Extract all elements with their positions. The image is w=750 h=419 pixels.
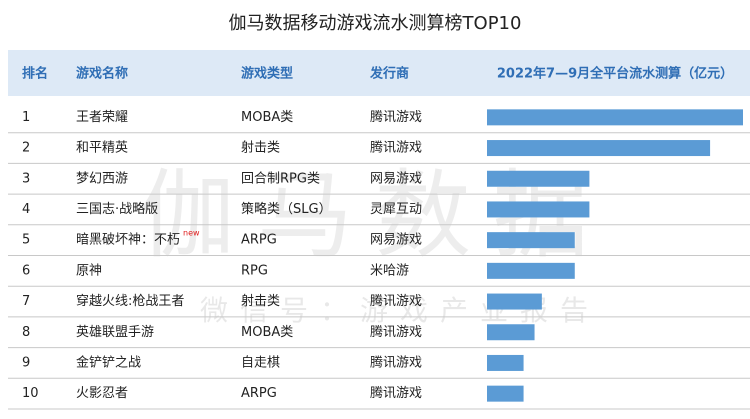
publisher: 米哈游 bbox=[370, 263, 409, 278]
header-cell: 排名 bbox=[22, 66, 48, 82]
genre: 射击类 bbox=[241, 293, 280, 309]
rank: 4 bbox=[22, 202, 30, 217]
genre: MOBA类 bbox=[241, 325, 293, 340]
game-name: 原神 bbox=[76, 263, 102, 278]
game-name: 火影忍者 bbox=[76, 386, 128, 401]
genre: RPG bbox=[241, 263, 268, 278]
publisher: 腾讯游戏 bbox=[370, 354, 422, 370]
bar bbox=[487, 354, 524, 371]
rank: 3 bbox=[22, 171, 30, 186]
bar bbox=[487, 262, 575, 279]
bar bbox=[487, 232, 575, 249]
chart-title: 伽马数据移动游戏流水测算榜TOP10 bbox=[229, 13, 522, 34]
game-name: 王者荣耀 bbox=[76, 110, 128, 125]
publisher: 腾讯游戏 bbox=[370, 385, 422, 401]
header-cell: 游戏名称 bbox=[76, 66, 128, 82]
genre: ARPG bbox=[241, 233, 277, 248]
bar bbox=[487, 324, 535, 341]
rank: 6 bbox=[22, 263, 30, 278]
bar bbox=[487, 170, 590, 187]
genre: 策略类（SLG） bbox=[241, 201, 332, 217]
publisher: 腾讯游戏 bbox=[370, 109, 422, 125]
rank: 8 bbox=[22, 325, 30, 340]
genre: 自走棋 bbox=[241, 355, 280, 370]
publisher: 网易游戏 bbox=[370, 233, 422, 248]
rank: 5 bbox=[22, 233, 30, 248]
rank: 9 bbox=[22, 355, 30, 370]
genre: 回合制RPG类 bbox=[241, 171, 320, 186]
bar bbox=[487, 385, 524, 402]
game-name: 金铲铲之战 bbox=[76, 354, 141, 370]
new-badge: new bbox=[183, 229, 200, 238]
header-cell: 游戏类型 bbox=[241, 66, 293, 82]
publisher: 腾讯游戏 bbox=[370, 293, 422, 309]
publisher: 腾讯游戏 bbox=[370, 324, 422, 340]
rank: 10 bbox=[22, 386, 39, 401]
header-background bbox=[8, 50, 750, 96]
rank: 7 bbox=[22, 294, 30, 309]
publisher: 网易游戏 bbox=[370, 171, 422, 186]
genre: ARPG bbox=[241, 386, 277, 401]
bar bbox=[487, 293, 542, 310]
bar bbox=[487, 109, 743, 126]
publisher: 灵犀互动 bbox=[370, 202, 422, 217]
rank: 1 bbox=[22, 110, 30, 125]
game-name: 梦幻西游 bbox=[76, 171, 128, 186]
genre: 射击类 bbox=[241, 140, 280, 156]
game-name: 和平精英 bbox=[76, 141, 128, 156]
header-cell: 发行商 bbox=[369, 66, 409, 82]
game-name: 穿越火线:枪战王者 bbox=[76, 293, 184, 309]
bar bbox=[487, 140, 711, 157]
genre: MOBA类 bbox=[241, 110, 293, 125]
game-name: 英雄联盟手游 bbox=[76, 325, 154, 340]
bar bbox=[487, 201, 590, 218]
game-name: 三国志·战略版 bbox=[76, 201, 158, 217]
game-name: 暗黑破坏神：不朽 bbox=[76, 233, 180, 248]
rank: 2 bbox=[22, 141, 30, 156]
header-cell: 2022年7—9月全平台流水测算（亿元） bbox=[497, 66, 733, 82]
publisher: 腾讯游戏 bbox=[370, 140, 422, 156]
